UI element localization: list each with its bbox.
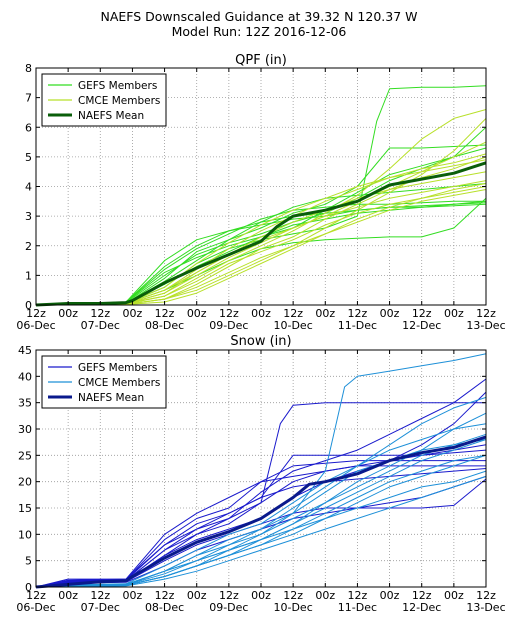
snow-x-tick-label: 12z: [26, 589, 46, 602]
snow-y-tick-label: 40: [18, 370, 32, 383]
qpf-panel: QPF (in) 12z 00z 12z 00z 12z 00z 12z 00z 12z 00z 1…: [16, 53, 505, 332]
qpf-panel-title: QPF (in): [235, 53, 287, 68]
snow-x-tick-label: 00z: [58, 589, 78, 602]
qpf-cmce-member-line: [35, 118, 487, 306]
snow-y-tick-label: 15: [18, 502, 32, 515]
snow-y-tick-label: 10: [18, 528, 32, 541]
qpf-series: [35, 85, 487, 307]
qpf-x-tick-label: 00z: [251, 307, 271, 320]
qpf-cmce-member-line: [35, 141, 487, 306]
snow-legend: GEFS Members CMCE Members NAEFS Mean: [41, 355, 167, 409]
qpf-legend: GEFS Members CMCE Members NAEFS Mean: [41, 73, 167, 127]
snow-x-tick-label: 12z: [412, 589, 432, 602]
qpf-x-tick-label: 12z: [283, 307, 303, 320]
snow-x-date-label: 08-Dec: [145, 601, 184, 614]
qpf-y-tick-label: 5: [25, 151, 32, 164]
qpf-x-tick-label: 12z: [155, 307, 175, 320]
snow-panel: Snow (in) 12z 00z 12z 00z 12z 00z 12z 00z 12z 00z…: [16, 334, 505, 614]
qpf-legend-label: NAEFS Mean: [78, 110, 144, 122]
qpf-legend-label: CMCE Members: [78, 95, 160, 107]
figure-subtitle: Model Run: 12Z 2016-12-06: [172, 24, 347, 39]
qpf-y-tick-label: 0: [25, 299, 32, 312]
snow-y-tick-label: 5: [25, 555, 32, 568]
snow-x-date-label: 13-Dec: [466, 601, 505, 614]
snow-gefs-member-line: [35, 465, 486, 588]
snow-naefs-mean-line: [35, 435, 487, 589]
snow-x-date-label: 09-Dec: [209, 601, 248, 614]
snow-y-tick-label: 30: [18, 423, 32, 436]
qpf-x-tick-label: 00z: [444, 307, 464, 320]
qpf-gefs-member-line: [35, 144, 487, 306]
snow-legend-label: NAEFS Mean: [78, 392, 144, 404]
snow-legend-label: CMCE Members: [78, 377, 160, 389]
qpf-y-tick-label: 3: [25, 210, 32, 223]
qpf-x-tick-label: 12z: [412, 307, 432, 320]
qpf-x-tick-label: 12z: [348, 307, 368, 320]
qpf-x-date-label: 06-Dec: [16, 319, 55, 332]
qpf-y-tick-label: 8: [25, 62, 32, 75]
qpf-x-date-label: 10-Dec: [274, 319, 313, 332]
qpf-x-tick-label: 00z: [58, 307, 78, 320]
snow-x-tick-label: 00z: [251, 589, 271, 602]
snow-x-date-label: 10-Dec: [274, 601, 313, 614]
qpf-cmce-member-line: [35, 186, 487, 306]
snow-gefs-member-line: [35, 460, 486, 588]
qpf-naefs-mean-line: [35, 161, 487, 307]
snow-y-tick-label: 25: [18, 449, 32, 462]
snow-x-tick-label: 00z: [123, 589, 143, 602]
qpf-x-date-label: 13-Dec: [466, 319, 505, 332]
snow-panel-title: Snow (in): [230, 334, 291, 349]
snow-x-tick-label: 00z: [444, 589, 464, 602]
snow-x-tick-label: 12z: [283, 589, 303, 602]
qpf-x-date-label: 08-Dec: [145, 319, 184, 332]
snow-x-tick-label: 00z: [315, 589, 335, 602]
snow-legend-label: GEFS Members: [78, 362, 157, 374]
qpf-x-tick-label: 00z: [315, 307, 335, 320]
qpf-y-tick-label: 7: [25, 92, 32, 105]
snow-x-tick-label: 00z: [380, 589, 400, 602]
qpf-x-date-label: 09-Dec: [209, 319, 248, 332]
qpf-y-tick-label: 6: [25, 121, 32, 134]
snow-y-tick-label: 45: [18, 344, 32, 357]
snow-x-tick-label: 12z: [155, 589, 175, 602]
qpf-x-tick-label: 12z: [476, 307, 496, 320]
qpf-x-tick-label: 12z: [90, 307, 110, 320]
snow-x-date-label: 11-Dec: [338, 601, 377, 614]
qpf-cmce-member-line: [35, 171, 487, 306]
snow-x-tick-label: 12z: [90, 589, 110, 602]
snow-cmce-member-line: [35, 423, 487, 588]
snow-y-tick-label: 35: [18, 397, 32, 410]
snow-x-tick-label: 12z: [348, 589, 368, 602]
snow-y-tick-label: 20: [18, 476, 32, 489]
snow-x-tick-label: 00z: [187, 589, 207, 602]
snow-cmce-member-line: [35, 433, 487, 588]
figure-title: NAEFS Downscaled Guidance at 39.32 N 120…: [100, 9, 417, 24]
qpf-y-tick-label: 4: [25, 181, 32, 194]
snow-x-tick-label: 12z: [476, 589, 496, 602]
snow-y-tick-label: 0: [25, 581, 32, 594]
qpf-x-tick-label: 00z: [380, 307, 400, 320]
qpf-y-tick-label: 2: [25, 240, 32, 253]
snow-x-date-label: 12-Dec: [402, 601, 441, 614]
qpf-x-tick-label: 00z: [123, 307, 143, 320]
snow-x-date-label: 07-Dec: [81, 601, 120, 614]
qpf-x-date-label: 07-Dec: [81, 319, 120, 332]
snow-x-date-label: 06-Dec: [16, 601, 55, 614]
qpf-x-tick-label: 00z: [187, 307, 207, 320]
qpf-x-date-label: 11-Dec: [338, 319, 377, 332]
qpf-legend-label: GEFS Members: [78, 80, 157, 92]
qpf-x-tick-label: 12z: [26, 307, 46, 320]
snow-x-tick-label: 12z: [219, 589, 239, 602]
qpf-x-date-label: 12-Dec: [402, 319, 441, 332]
qpf-y-tick-label: 1: [25, 269, 32, 282]
qpf-x-tick-label: 12z: [219, 307, 239, 320]
